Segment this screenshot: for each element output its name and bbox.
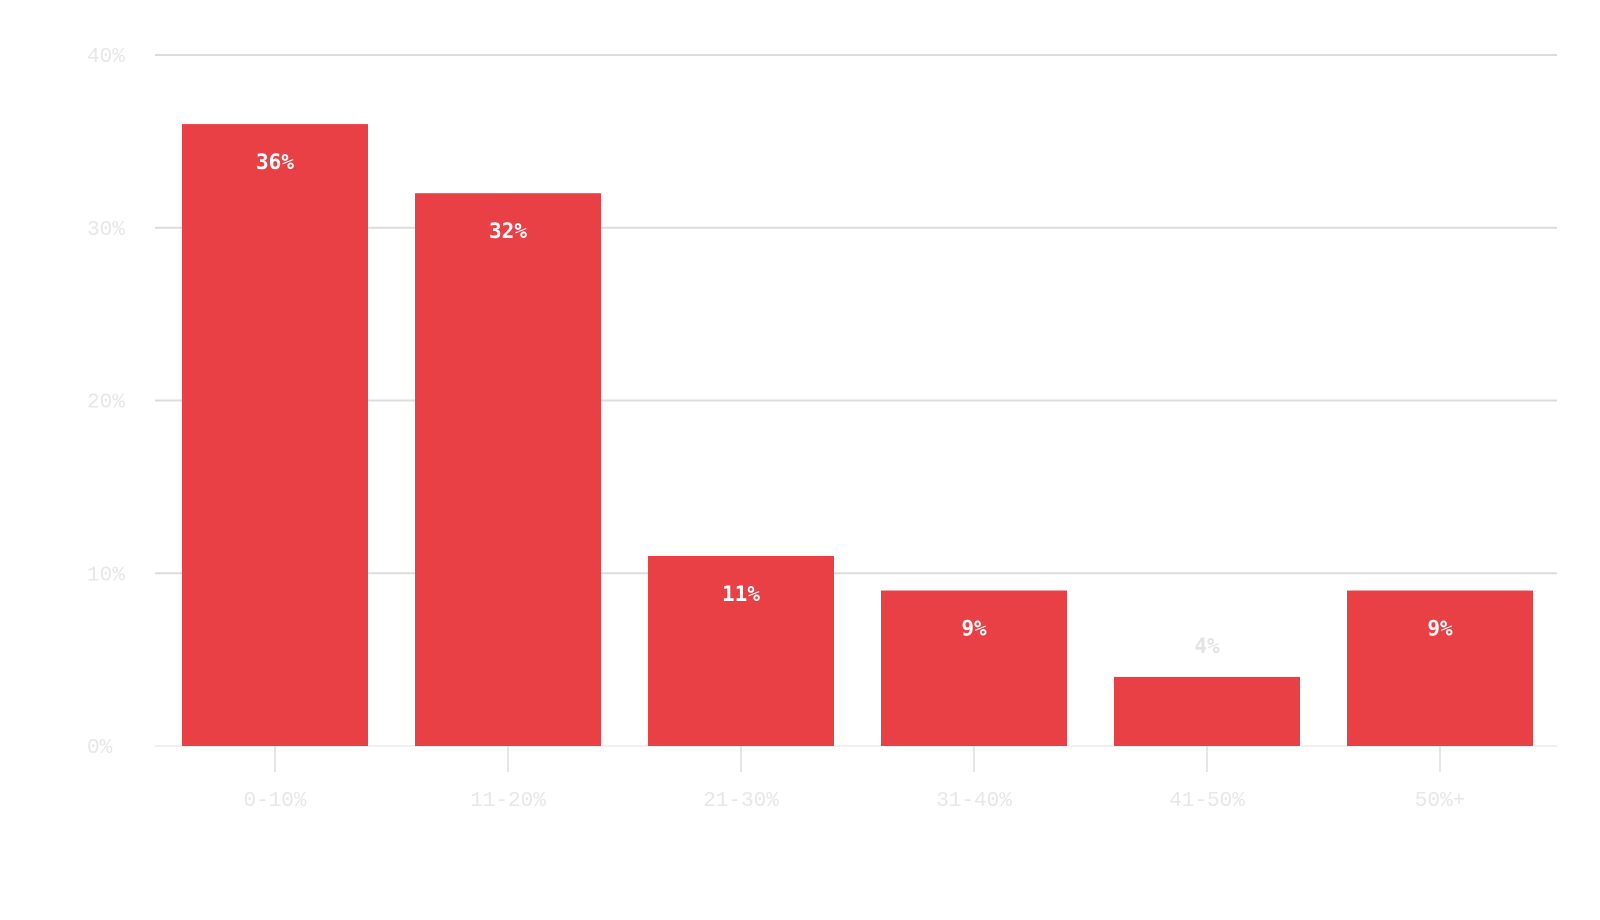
x-tick-label: 41-50%: [1169, 790, 1245, 813]
gridlines: [155, 54, 1557, 747]
bars: 36% 32% 11% 9% 4% 9%: [182, 124, 1533, 747]
data-label: 11%: [722, 582, 760, 606]
bar: [648, 555, 834, 746]
x-tick-label: 21-30%: [703, 790, 779, 813]
bar: [415, 193, 601, 746]
x-tick-label: 31-40%: [936, 790, 1012, 813]
data-label: 4%: [1194, 634, 1220, 658]
y-tick-label: 40%: [87, 46, 125, 69]
x-tick-label: 11-20%: [470, 790, 546, 813]
y-tick-label: 10%: [87, 564, 125, 587]
data-label: 9%: [1427, 617, 1453, 641]
x-tick-label: 50%+: [1415, 790, 1465, 813]
y-tick-label: 0%: [87, 737, 113, 760]
data-label: 32%: [489, 219, 527, 243]
data-label: 36%: [256, 150, 294, 174]
bar: [1347, 590, 1533, 746]
bar: [182, 124, 368, 747]
y-tick-label: 30%: [87, 219, 125, 242]
x-axis-ticks: 0-10% 11-20% 21-30% 31-40% 41-50% 50%+: [243, 746, 1465, 813]
bar: [881, 590, 1067, 746]
y-axis-ticks: 0% 10% 20% 30% 40%: [87, 46, 125, 760]
y-tick-label: 20%: [87, 392, 125, 415]
x-tick-label: 0-10%: [243, 790, 306, 813]
data-label: 9%: [961, 617, 987, 641]
bar: [1114, 676, 1300, 746]
